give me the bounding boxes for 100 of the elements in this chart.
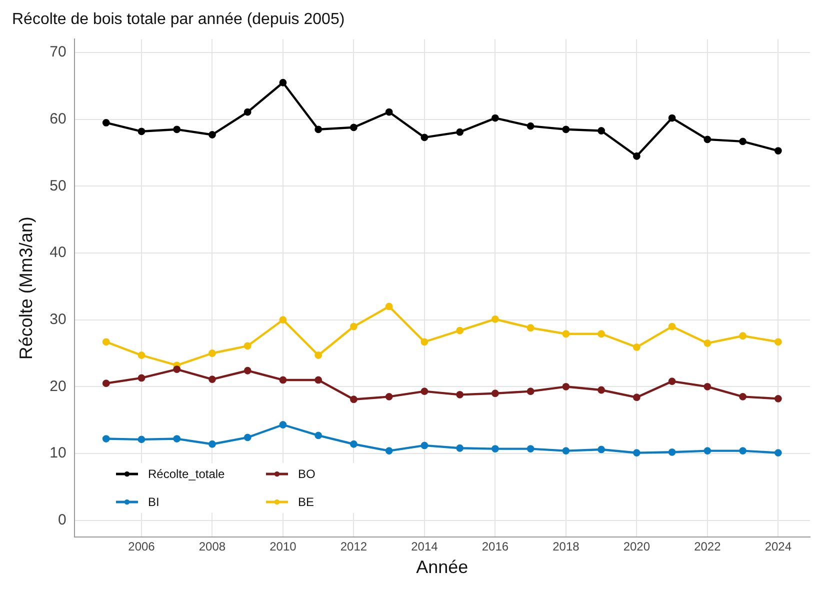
point <box>314 376 322 384</box>
x-axis-title: Année <box>416 557 468 578</box>
x-tick-label: 2006 <box>128 540 156 554</box>
point <box>526 122 534 130</box>
point <box>598 330 606 338</box>
point <box>314 432 322 440</box>
point <box>173 126 181 134</box>
point <box>456 390 464 398</box>
point <box>774 338 782 346</box>
point <box>492 445 499 452</box>
point <box>350 124 358 132</box>
point <box>526 324 534 332</box>
point <box>244 434 252 442</box>
x-tick-label: 2020 <box>623 540 650 554</box>
point <box>350 396 358 404</box>
point <box>632 152 640 160</box>
point <box>350 440 358 448</box>
x-tick-label: 2008 <box>198 540 226 554</box>
y-tick-label: 60 <box>50 110 66 128</box>
point <box>420 388 428 396</box>
point <box>774 394 782 402</box>
point <box>208 131 216 138</box>
y-tick-label: 40 <box>50 244 66 262</box>
point <box>385 447 393 455</box>
x-tick-label: 2010 <box>270 540 297 554</box>
y-tick-label: 10 <box>50 444 66 462</box>
point <box>138 352 146 359</box>
point <box>704 447 712 455</box>
point <box>456 444 464 452</box>
point <box>739 332 746 340</box>
point <box>668 114 676 122</box>
point <box>102 380 110 388</box>
point <box>562 330 570 338</box>
point <box>739 392 746 400</box>
point <box>102 338 110 346</box>
legend-label: BI <box>148 495 160 509</box>
y-tick-label: 0 <box>58 511 66 528</box>
point <box>385 108 393 116</box>
legend-label: BE <box>298 495 314 509</box>
point <box>598 446 606 454</box>
point <box>420 134 428 142</box>
point <box>492 114 499 122</box>
point <box>208 350 216 357</box>
point <box>173 366 181 373</box>
point <box>739 447 746 455</box>
point <box>492 315 499 323</box>
point <box>632 344 640 351</box>
point <box>774 449 782 457</box>
point <box>562 447 570 455</box>
x-tick-label: 2018 <box>552 540 580 554</box>
point <box>314 352 322 359</box>
y-tick-label: 30 <box>50 310 66 328</box>
point <box>350 322 358 330</box>
point <box>456 128 464 136</box>
point <box>279 421 287 428</box>
y-axis-title: Récolte (Mm3/an) <box>16 216 36 360</box>
point <box>279 316 287 324</box>
point <box>102 435 110 442</box>
chart-title: Récolte de bois totale par année (depuis 2005) <box>12 11 345 28</box>
point <box>420 442 428 450</box>
point <box>385 302 393 310</box>
point <box>244 366 252 374</box>
y-tick-label: 70 <box>50 44 66 61</box>
point <box>173 435 181 442</box>
point <box>420 338 428 346</box>
point <box>562 382 570 390</box>
point <box>598 386 606 394</box>
point <box>632 449 640 457</box>
x-tick-label: 2012 <box>340 540 368 554</box>
point <box>279 78 287 86</box>
x-tick-label: 2016 <box>482 540 509 554</box>
x-tick-label: 2024 <box>764 540 792 554</box>
point <box>632 394 640 402</box>
point <box>385 392 393 400</box>
point <box>492 390 499 398</box>
point <box>668 448 676 456</box>
point <box>562 126 570 134</box>
point <box>704 340 712 347</box>
point <box>208 376 216 384</box>
point <box>704 382 712 390</box>
point <box>739 138 746 146</box>
point <box>456 326 464 334</box>
point <box>279 376 287 384</box>
point <box>138 374 146 382</box>
point <box>668 322 676 330</box>
point <box>244 108 252 116</box>
y-tick-label: 50 <box>50 177 66 194</box>
point <box>138 128 146 136</box>
legend-label: BO <box>298 467 316 481</box>
point <box>526 388 534 396</box>
point <box>704 136 712 144</box>
point <box>138 436 146 444</box>
point <box>314 126 322 134</box>
y-tick-label: 20 <box>50 378 66 395</box>
legend-label: Récolte_totale <box>148 467 225 481</box>
point <box>244 342 252 350</box>
point <box>668 378 676 386</box>
point <box>102 119 110 126</box>
point <box>526 445 534 452</box>
point <box>598 127 606 134</box>
